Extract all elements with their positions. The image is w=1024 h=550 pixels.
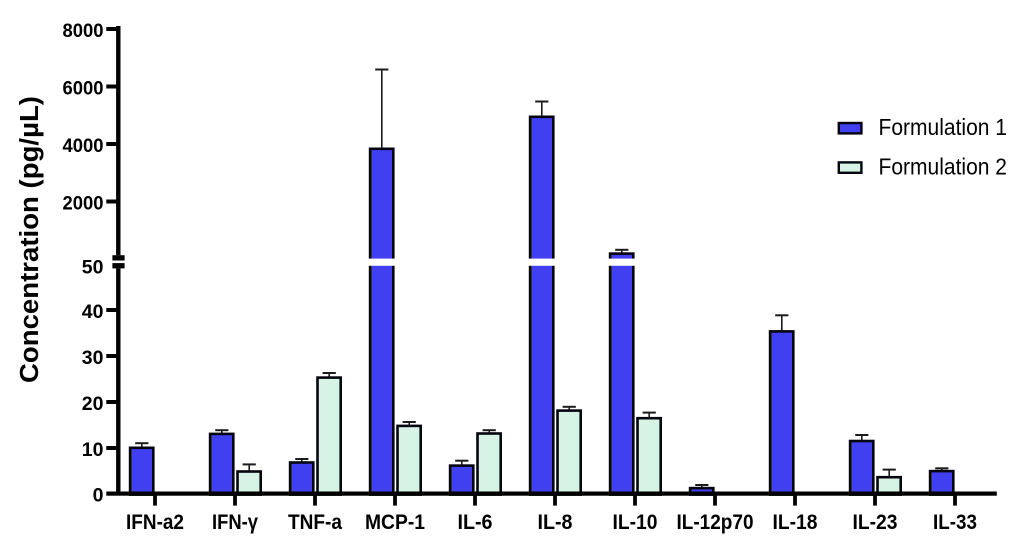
svg-text:IL-6: IL-6	[458, 510, 493, 534]
svg-text:IFN-a2: IFN-a2	[126, 510, 184, 534]
svg-text:IFN-γ: IFN-γ	[212, 510, 258, 534]
svg-text:IL-23: IL-23	[853, 510, 898, 534]
svg-text:2000: 2000	[63, 192, 104, 214]
svg-text:TNF-a: TNF-a	[288, 510, 343, 534]
svg-text:40: 40	[82, 301, 104, 323]
svg-text:IL-12p70: IL-12p70	[677, 510, 754, 534]
svg-text:MCP-1: MCP-1	[365, 510, 425, 534]
svg-text:20: 20	[82, 393, 104, 415]
svg-text:8000: 8000	[63, 20, 104, 42]
svg-text:4000: 4000	[63, 135, 104, 157]
svg-text:IL-10: IL-10	[613, 510, 658, 534]
svg-text:Formulation 2: Formulation 2	[879, 153, 1008, 179]
svg-text:6000: 6000	[63, 77, 104, 99]
svg-text:IL-33: IL-33	[933, 510, 977, 534]
svg-text:IL-18: IL-18	[773, 510, 818, 534]
svg-text:10: 10	[82, 439, 104, 461]
svg-text:Concentration (pg/µL): Concentration (pg/µL)	[16, 96, 44, 383]
svg-text:0: 0	[93, 484, 104, 506]
svg-text:30: 30	[82, 347, 104, 369]
svg-text:Formulation 1: Formulation 1	[879, 114, 1008, 140]
svg-text:50: 50	[82, 256, 104, 278]
svg-text:IL-8: IL-8	[538, 510, 573, 534]
